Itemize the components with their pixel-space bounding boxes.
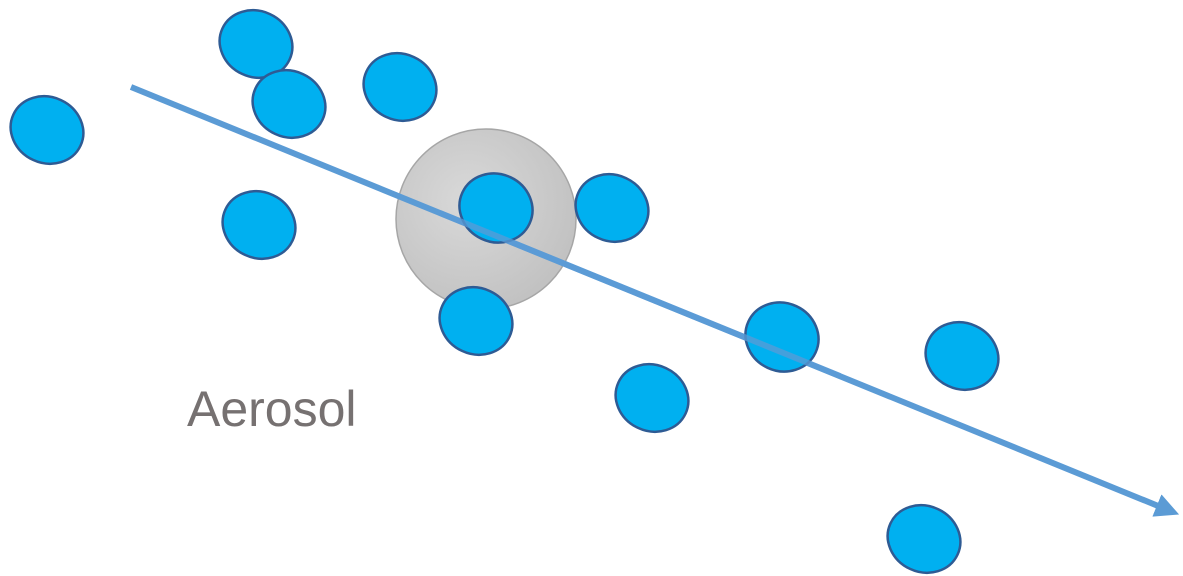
gas-molecule — [744, 301, 820, 373]
gas-molecule — [438, 286, 514, 356]
gas-molecule — [924, 321, 1000, 391]
gas-molecule — [221, 190, 297, 260]
gas-molecule — [886, 504, 962, 574]
light-beam-overlay — [438, 210, 842, 379]
gas-molecule — [218, 9, 294, 79]
gas-molecule — [574, 173, 650, 243]
gas-molecule — [614, 363, 690, 433]
aerosol-label: Aerosol — [187, 381, 357, 437]
gas-molecules — [9, 9, 1000, 574]
gas-molecule — [9, 95, 85, 165]
gas-molecule — [251, 69, 327, 139]
gas-molecule — [362, 52, 438, 122]
